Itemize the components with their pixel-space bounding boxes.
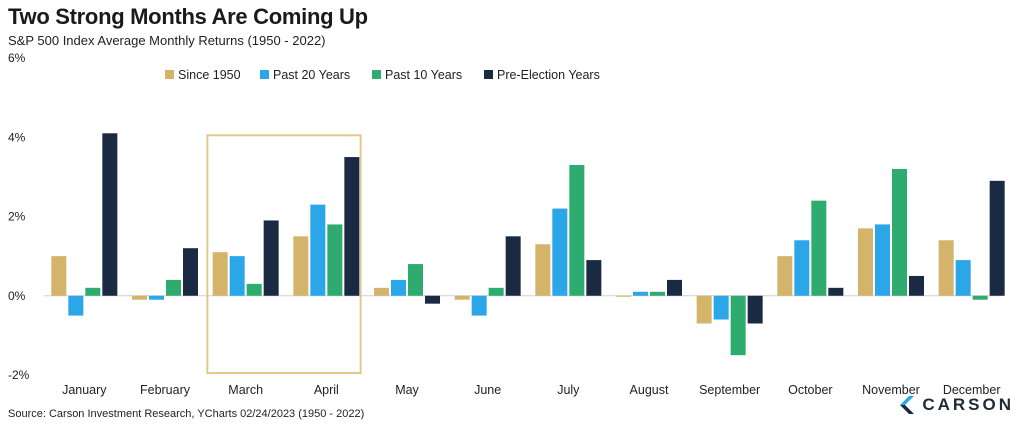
legend-swatch xyxy=(165,70,174,79)
carson-logo-text: CARSON xyxy=(922,395,1014,414)
bar-september-past-20-years xyxy=(713,295,729,320)
bar-june-past-10-years xyxy=(488,287,504,296)
x-tick-label: October xyxy=(788,383,832,397)
chart-title: Two Strong Months Are Coming Up xyxy=(8,4,368,29)
bar-june-pre-election-years xyxy=(505,236,521,296)
bar-january-pre-election-years xyxy=(102,133,118,296)
x-tick-label: January xyxy=(62,383,107,397)
bar-september-past-10-years xyxy=(730,295,746,356)
bar-september-since-1950 xyxy=(696,295,712,324)
bar-march-pre-election-years xyxy=(263,220,279,296)
legend: Since 1950 Past 20 Years Past 10 Years Pre-… xyxy=(165,68,600,82)
bar-february-pre-election-years xyxy=(183,248,198,296)
bar-october-past-10-years xyxy=(811,200,827,296)
bar-april-past-20-years xyxy=(310,204,326,296)
bar-october-past-20-years xyxy=(794,240,810,296)
bar-july-past-10-years xyxy=(569,164,585,296)
x-tick-label: May xyxy=(395,383,419,397)
y-tick-label: -2% xyxy=(8,368,30,382)
x-tick-label: July xyxy=(557,383,580,397)
y-tick-label: 2% xyxy=(8,210,26,224)
legend-label: Pre-Election Years xyxy=(497,68,600,82)
bar-july-pre-election-years xyxy=(586,260,602,296)
legend-swatch xyxy=(372,70,381,79)
source-note: Source: Carson Investment Research, YCha… xyxy=(8,408,365,420)
bar-july-since-1950 xyxy=(535,244,551,296)
x-tick-label: November xyxy=(862,383,920,397)
x-tick-label: June xyxy=(474,383,501,397)
x-tick-label: August xyxy=(630,383,669,397)
bar-january-past-10-years xyxy=(85,287,101,296)
bar-november-since-1950 xyxy=(858,228,873,296)
bar-march-past-20-years xyxy=(229,256,245,296)
x-tick-label: February xyxy=(140,383,191,397)
bar-may-pre-election-years xyxy=(425,295,440,304)
bar-march-past-10-years xyxy=(246,283,262,296)
x-axis-labels: January February March April May June July Augu… xyxy=(62,383,1000,397)
bar-april-since-1950 xyxy=(293,236,309,296)
bar-august-past-10-years xyxy=(650,291,665,296)
chart-subtitle: S&P 500 Index Average Monthly Returns (1… xyxy=(8,33,326,48)
bar-february-past-10-years xyxy=(166,279,181,296)
bar-may-past-20-years xyxy=(391,279,406,296)
y-tick-label: 0% xyxy=(8,289,26,303)
bar-november-past-10-years xyxy=(892,168,907,296)
bar-august-pre-election-years xyxy=(667,279,682,296)
bar-july-past-20-years xyxy=(552,208,568,296)
y-axis: 6% 4% 2% 0% -2% xyxy=(8,51,1002,382)
x-tick-label: September xyxy=(699,383,760,397)
bar-september-pre-election-years xyxy=(747,295,763,324)
legend-swatch xyxy=(484,70,493,79)
bar-october-pre-election-years xyxy=(828,287,844,296)
carson-logo: CARSON xyxy=(898,394,1014,416)
bar-january-past-20-years xyxy=(68,295,84,316)
bar-february-past-20-years xyxy=(149,295,164,300)
bar-june-past-20-years xyxy=(471,295,487,316)
bar-november-pre-election-years xyxy=(909,275,924,296)
bar-december-past-20-years xyxy=(955,260,971,296)
bar-april-past-10-years xyxy=(327,224,343,296)
bar-may-past-10-years xyxy=(408,264,423,296)
bar-december-past-10-years xyxy=(972,295,988,300)
bar-november-past-20-years xyxy=(875,224,890,296)
legend-swatch xyxy=(260,70,269,79)
legend-label: Past 20 Years xyxy=(273,68,350,82)
bar-february-since-1950 xyxy=(132,295,147,300)
carson-logo-icon xyxy=(900,396,915,414)
bar-january-since-1950 xyxy=(51,256,67,296)
legend-label: Past 10 Years xyxy=(385,68,462,82)
bar-december-since-1950 xyxy=(938,240,954,296)
bar-june-since-1950 xyxy=(454,295,470,300)
x-tick-label: April xyxy=(314,383,339,397)
bar-may-since-1950 xyxy=(374,287,389,296)
bar-august-past-20-years xyxy=(633,291,648,296)
bar-december-pre-election-years xyxy=(989,180,1005,296)
bar-march-since-1950 xyxy=(212,252,228,296)
y-tick-label: 4% xyxy=(8,130,26,144)
y-tick-label: 6% xyxy=(8,51,26,65)
x-tick-label: December xyxy=(943,383,1001,397)
bar-august-since-1950 xyxy=(616,295,631,297)
highlight-layer xyxy=(206,134,362,375)
x-tick-label: March xyxy=(228,383,263,397)
legend-label: Since 1950 xyxy=(178,68,241,82)
bar-april-pre-election-years xyxy=(344,157,360,296)
highlight-box xyxy=(206,134,362,375)
bars xyxy=(51,133,1005,356)
bar-october-since-1950 xyxy=(777,256,793,296)
